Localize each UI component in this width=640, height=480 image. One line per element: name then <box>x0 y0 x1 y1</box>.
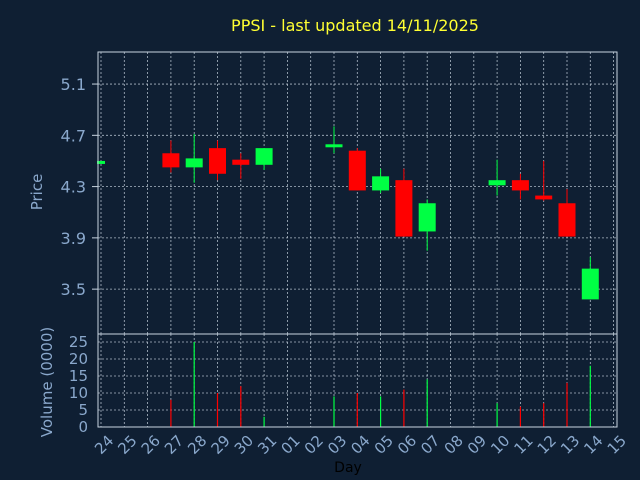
candle-body <box>185 158 203 168</box>
candle-body <box>511 180 529 191</box>
candle-body <box>372 176 390 191</box>
candles <box>97 126 599 300</box>
volume-bars <box>170 342 591 427</box>
candle-body <box>581 268 599 300</box>
price-tick-label: 4.7 <box>61 126 86 145</box>
candle-body <box>209 148 226 174</box>
volume-axis-label: Volume (0000) <box>38 327 56 437</box>
price-tick-label: 4.3 <box>61 178 86 197</box>
price-tick-label: 3.9 <box>61 229 86 248</box>
candle-body <box>418 203 436 232</box>
candle-body <box>97 160 105 164</box>
candle-body <box>395 180 413 237</box>
volume-tick-label: 5 <box>78 401 88 419</box>
candle-body <box>535 195 553 200</box>
candle-body <box>255 148 273 165</box>
candle-body <box>488 180 506 186</box>
chart-title: PPSI - last updated 14/11/2025 <box>231 16 479 35</box>
volume-tick-label: 20 <box>69 350 88 368</box>
price-tick-label: 3.5 <box>61 280 86 299</box>
price-tick-labels: 3.5 3.9 4.3 4.7 5.1 <box>61 75 98 299</box>
x-tick-labels: 2425262728293031010203040506070809101112… <box>91 432 630 458</box>
candle-body <box>558 203 576 237</box>
volume-tick-label: 0 <box>78 418 88 436</box>
volume-tick-label: 15 <box>69 367 88 385</box>
volume-tick-label: 10 <box>69 384 88 402</box>
candle-body <box>348 150 366 191</box>
price-axis-label: Price <box>28 174 46 211</box>
price-tick-label: 5.1 <box>61 75 86 94</box>
x-axis-label: Day <box>334 460 362 476</box>
candle-body <box>232 159 250 165</box>
candle-body <box>162 153 180 168</box>
volume-tick-label: 25 <box>69 333 88 351</box>
candle-body <box>325 144 343 148</box>
volume-plot-frame <box>97 333 618 428</box>
